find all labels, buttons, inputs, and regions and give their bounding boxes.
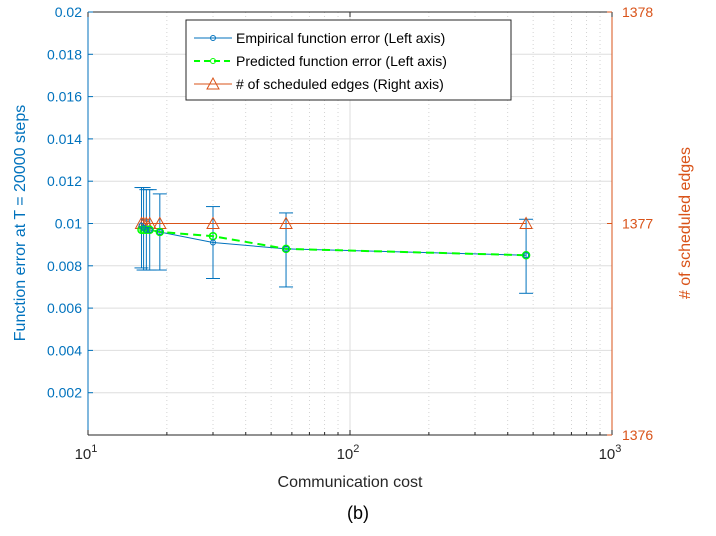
empirical-error-point <box>210 239 217 246</box>
left-y-tick-label: 0.012 <box>47 173 82 189</box>
right-y-tick-label: 1378 <box>622 4 653 20</box>
legend-entry-empirical-label: Empirical function error (Left axis) <box>236 30 445 46</box>
axes: 101 102 1030.0020.0040.0060.0080.010.0120.… <box>47 4 653 463</box>
left-y-tick-label: 0.004 <box>47 342 82 358</box>
left-y-tick-label: 0.018 <box>47 46 82 62</box>
x-tick-label-exponent: 1 <box>91 443 97 455</box>
right-y-tick-label: 1376 <box>622 427 653 443</box>
left-y-axis-label: Function error at T = 20000 steps <box>12 105 29 341</box>
legend: Empirical function error (Left axis) Pred… <box>185 19 512 101</box>
predicted-error-point <box>155 227 165 237</box>
empirical-error-point <box>283 245 290 252</box>
left-y-tick-label: 0.02 <box>55 4 82 20</box>
x-axis-label: Communication cost <box>278 474 424 491</box>
series <box>134 187 534 294</box>
x-tick-label-exponent: 2 <box>353 443 359 455</box>
left-y-tick-label: 0.008 <box>47 258 82 274</box>
legend-entry-empirical-marker <box>210 35 216 41</box>
predicted-error-point <box>521 250 531 260</box>
legend-entry-predicted-label: Predicted function error (Left axis) <box>236 53 447 69</box>
scheduled-edges-point <box>279 216 293 229</box>
empirical-error-point <box>146 226 153 233</box>
scheduled-edges-point <box>206 216 220 229</box>
legend-entry-scheduled-marker <box>206 76 220 90</box>
empirical-error-point <box>523 252 530 259</box>
x-tick-label-exponent: 3 <box>615 443 621 455</box>
legend-entry-predicted-marker <box>210 58 216 64</box>
right-y-tick-label: 1377 <box>622 216 653 232</box>
left-y-tick-label: 0.006 <box>47 300 82 316</box>
left-y-tick-label: 0.01 <box>55 216 82 232</box>
left-y-tick-label: 0.014 <box>47 131 82 147</box>
right-y-axis-label: # of scheduled edges <box>677 147 694 299</box>
legend-entry-scheduled-label: # of scheduled edges (Right axis) <box>236 76 444 92</box>
predicted-error-point <box>145 225 154 235</box>
left-y-tick-label: 0.016 <box>47 89 82 105</box>
left-y-tick-label: 0.002 <box>47 385 82 401</box>
predicted-error-point <box>281 244 291 254</box>
scheduled-edges-point <box>519 216 533 229</box>
legend-box <box>185 19 512 101</box>
empirical-error-point <box>156 228 163 235</box>
empirical-error-point <box>143 226 150 233</box>
figure-caption: (b) <box>347 503 369 523</box>
